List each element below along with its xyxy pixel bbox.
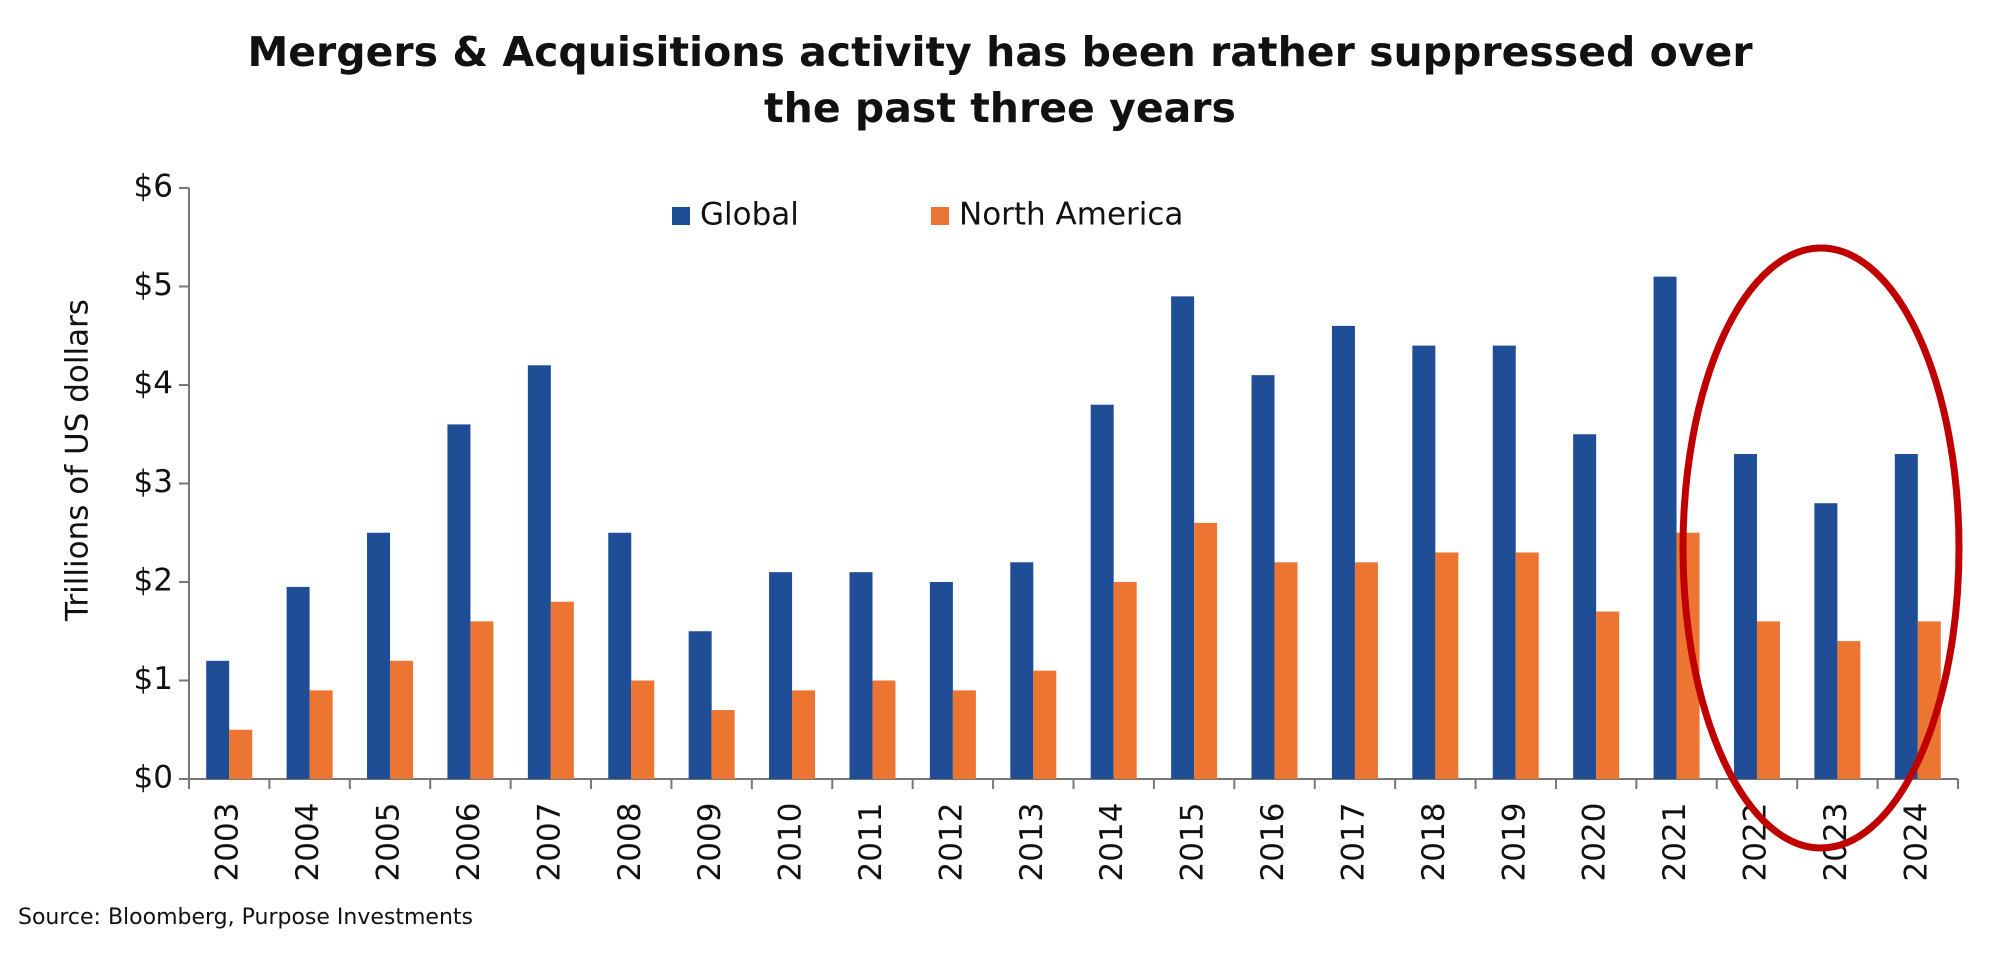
bar [390,660,414,779]
bar [1113,582,1137,779]
legend-swatch [672,207,690,225]
bar [1515,552,1539,779]
y-tick-label: $4 [134,366,173,402]
bar [1033,670,1057,779]
x-tick-label: 2009 [692,803,728,882]
bar [1596,611,1620,779]
bar [608,532,632,779]
bar [527,365,551,779]
bar [688,631,712,779]
bar [711,710,735,779]
x-tick-label: 2017 [1335,803,1371,882]
bar [872,680,896,779]
bar [1194,522,1218,779]
x-tick-label: 2012 [933,803,969,882]
bar [1090,404,1114,779]
chart-title: the past three years [764,84,1236,132]
legend-label: North America [959,197,1183,233]
y-tick-label: $2 [134,563,173,599]
x-tick-label: 2019 [1496,803,1532,882]
bar [929,582,953,779]
bar [1435,552,1459,779]
legend-swatch [931,207,949,225]
bar [1733,453,1757,779]
bar [1331,325,1355,779]
chart-title: Mergers & Acquisitions activity has been… [247,28,1753,76]
x-tick-label: 2021 [1657,803,1693,882]
bar [286,586,310,779]
bar [447,424,471,779]
bar [229,729,253,779]
x-tick-label: 2005 [371,803,407,882]
bar [1814,503,1838,779]
x-tick-label: 2008 [612,803,648,882]
bar [631,680,655,779]
y-tick-label: $5 [134,267,173,303]
bar [470,621,494,779]
x-tick-label: 2007 [531,803,567,882]
x-tick-label: 2016 [1255,803,1291,882]
x-tick-label: 2015 [1175,803,1211,882]
bar [1171,296,1195,779]
y-tick-label: $6 [134,169,173,205]
bar [1354,562,1378,779]
x-tick-label: 2014 [1094,803,1130,882]
x-tick-label: 2004 [290,803,326,882]
bar [849,572,873,779]
x-tick-label: 2013 [1014,803,1050,882]
bar [1756,621,1780,779]
y-tick-label: $0 [134,760,173,796]
bar [1837,641,1861,779]
bar [309,690,333,779]
highlight-ellipse [1679,244,1963,852]
bar [1251,375,1275,779]
legend-label: Global [700,197,799,233]
bar [792,690,816,779]
bar [769,572,793,779]
bar [1412,345,1436,779]
x-tick-label: 2024 [1898,803,1934,882]
x-tick-label: 2018 [1416,803,1452,882]
x-tick-label: 2010 [773,803,809,882]
y-tick-label: $1 [134,661,173,697]
bar [952,690,976,779]
bar [367,532,391,779]
bar [1894,453,1918,779]
bar [1492,345,1516,779]
x-tick-label: 2020 [1577,803,1613,882]
x-tick-label: 2011 [853,803,889,882]
bar [1573,434,1597,779]
bar [206,660,230,779]
source: Source: Bloomberg, Purpose Investments [18,905,473,930]
y-axis-label: Trillions of US dollars [60,299,96,622]
bar [550,601,574,779]
bar [1653,276,1677,779]
x-tick-label: 2003 [210,803,246,882]
bar [1010,562,1034,779]
y-tick-label: $3 [134,464,173,500]
bar [1274,562,1298,779]
x-tick-label: 2006 [451,803,487,882]
